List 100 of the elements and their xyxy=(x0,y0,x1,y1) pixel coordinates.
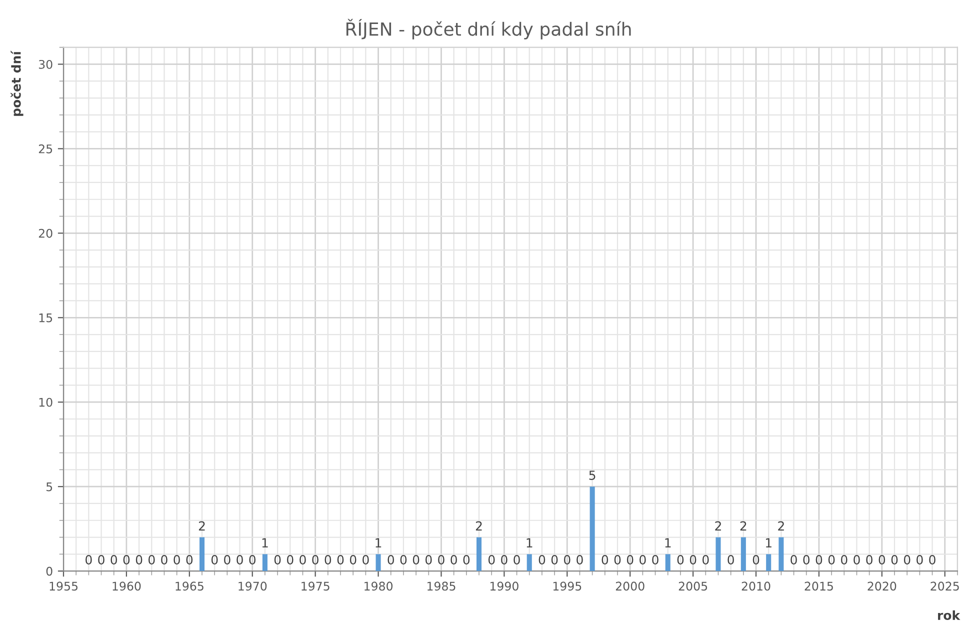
data-label: 0 xyxy=(576,555,583,564)
data-label: 0 xyxy=(626,555,634,564)
x-tick-label: 1995 xyxy=(553,582,582,591)
data-label: 0 xyxy=(425,555,432,564)
data-label: 0 xyxy=(602,555,608,564)
x-tick-label: 1955 xyxy=(50,582,78,591)
data-label: 0 xyxy=(538,555,546,564)
data-label: 0 xyxy=(866,555,872,564)
y-tick-label: 10 xyxy=(39,398,52,407)
y-tick-label: 25 xyxy=(38,144,52,154)
data-label: 0 xyxy=(840,555,848,564)
data-label: 0 xyxy=(640,555,646,564)
data-label: 2 xyxy=(778,521,784,530)
data-label: 0 xyxy=(904,555,910,564)
data-label: 0 xyxy=(488,555,495,564)
x-tick-label: 2025 xyxy=(930,582,959,591)
data-label: 0 xyxy=(412,555,420,564)
bar xyxy=(199,537,205,572)
y-tick-label: 0 xyxy=(46,566,52,576)
data-label: 0 xyxy=(211,555,218,564)
data-label: 0 xyxy=(450,555,457,564)
data-label: 0 xyxy=(337,555,344,564)
data-label: 0 xyxy=(300,555,306,564)
data-label: 0 xyxy=(400,555,407,564)
data-label: 0 xyxy=(312,555,318,564)
data-label: 0 xyxy=(728,555,734,564)
bar xyxy=(716,537,721,572)
data-label: 2 xyxy=(740,521,746,530)
data-label: 2 xyxy=(715,521,721,530)
data-label: 1 xyxy=(665,538,671,548)
bar xyxy=(778,537,784,572)
x-tick-label: 1960 xyxy=(112,582,141,591)
data-label: 0 xyxy=(828,555,835,564)
data-label: 2 xyxy=(476,521,482,530)
data-label: 0 xyxy=(98,555,104,564)
data-label: 0 xyxy=(916,555,923,564)
bar xyxy=(376,554,381,572)
bar xyxy=(766,554,772,572)
data-label: 0 xyxy=(236,555,243,564)
data-label: 1 xyxy=(376,538,382,548)
data-label: 0 xyxy=(274,555,281,564)
x-tick-label: 1970 xyxy=(238,582,267,591)
x-tick-label: 2015 xyxy=(804,582,833,591)
data-label: 0 xyxy=(174,555,180,564)
data-label: 0 xyxy=(551,555,558,564)
data-label: 0 xyxy=(652,555,658,564)
data-label: 0 xyxy=(790,555,797,564)
data-label: 0 xyxy=(677,555,684,564)
bar xyxy=(740,537,746,572)
bar xyxy=(476,537,482,572)
data-label: 0 xyxy=(702,555,709,564)
x-tick-label: 1980 xyxy=(364,582,393,591)
data-label: 0 xyxy=(803,555,810,564)
data-label: 0 xyxy=(514,555,520,564)
data-label: 0 xyxy=(878,555,886,564)
y-tick-label: 15 xyxy=(39,314,52,322)
data-label: 0 xyxy=(564,555,570,564)
data-label: 0 xyxy=(324,555,332,564)
data-label: 1 xyxy=(262,538,268,548)
data-label: 0 xyxy=(438,555,444,564)
y-axis-title: počet dní xyxy=(10,50,24,116)
data-label: 0 xyxy=(86,555,92,564)
data-label: 0 xyxy=(123,555,130,564)
x-tick-label: 2020 xyxy=(868,582,896,591)
data-label: 0 xyxy=(286,555,294,564)
x-tick-label: 1985 xyxy=(428,582,456,591)
y-tick-label: 30 xyxy=(38,60,52,69)
x-tick-label: 2005 xyxy=(678,582,708,591)
data-label: 0 xyxy=(148,555,155,564)
data-label: 0 xyxy=(816,555,822,564)
bar xyxy=(590,486,595,572)
data-label: 0 xyxy=(929,555,936,564)
data-label: 2 xyxy=(198,521,205,530)
x-axis-title: rok xyxy=(938,610,960,620)
data-label: 0 xyxy=(388,555,394,564)
data-label: 0 xyxy=(854,555,860,564)
data-label: 0 xyxy=(501,555,508,564)
data-label: 0 xyxy=(463,555,470,564)
x-tick-label: 2000 xyxy=(616,582,644,591)
data-label: 0 xyxy=(350,555,356,564)
x-tick-label: 1965 xyxy=(176,582,204,591)
bar xyxy=(526,554,532,572)
data-label: 0 xyxy=(136,555,142,564)
bar xyxy=(665,554,670,572)
chart-title: ŘÍJEN - počet dní kdy padal sníh xyxy=(346,18,631,40)
data-label: 0 xyxy=(161,555,168,564)
data-label: 1 xyxy=(766,538,772,548)
data-label: 0 xyxy=(690,555,696,564)
data-label: 5 xyxy=(589,470,596,480)
x-tick-label: 1975 xyxy=(302,582,330,591)
data-label: 0 xyxy=(186,555,193,564)
data-label: 0 xyxy=(249,555,256,564)
y-tick-label: 5 xyxy=(46,482,52,492)
data-label: 0 xyxy=(891,555,898,564)
x-tick-label: 1990 xyxy=(490,582,518,591)
data-label: 0 xyxy=(362,555,369,564)
x-tick-label: 2010 xyxy=(742,582,770,591)
y-tick-label: 20 xyxy=(38,228,52,238)
data-label: 0 xyxy=(110,555,118,564)
data-label: 1 xyxy=(526,538,532,548)
